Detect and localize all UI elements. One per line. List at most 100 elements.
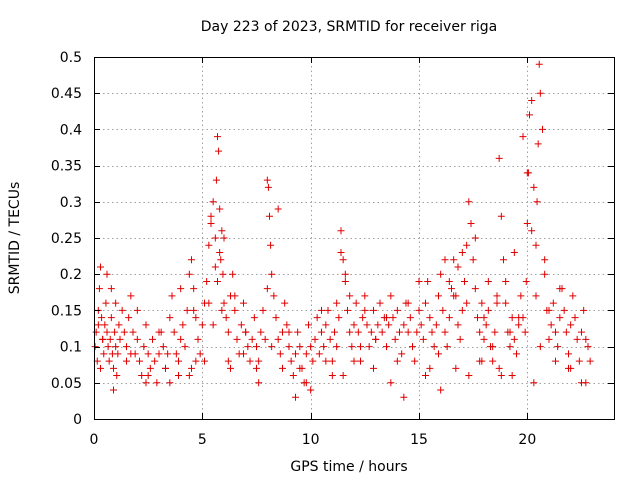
data-point (435, 292, 442, 300)
data-point (175, 357, 182, 365)
data-point (532, 292, 540, 300)
data-point (253, 364, 260, 372)
data-point (318, 328, 325, 336)
data-point (502, 277, 510, 285)
data-point (354, 328, 362, 336)
data-point (155, 350, 163, 358)
data-point (374, 321, 382, 329)
data-point (534, 140, 542, 148)
data-point (95, 285, 103, 293)
data-point (441, 328, 449, 336)
data-point (567, 321, 575, 329)
y-tick-label: 0.15 (51, 303, 82, 319)
data-point (391, 335, 399, 343)
data-point (445, 277, 453, 285)
data-points (91, 60, 594, 401)
data-point (97, 263, 104, 271)
data-point (385, 321, 393, 329)
y-tick-label: 0.1 (60, 340, 82, 356)
data-point (99, 335, 107, 343)
data-point (523, 169, 531, 177)
data-point (357, 357, 364, 365)
data-point (175, 372, 182, 380)
data-point (556, 314, 564, 322)
data-point (112, 343, 120, 351)
data-point (363, 321, 371, 329)
data-point (497, 212, 505, 220)
data-point (207, 212, 215, 220)
data-point (346, 328, 354, 336)
data-point (474, 314, 481, 322)
data-point (104, 343, 112, 351)
data-point (188, 364, 195, 372)
y-tick-label: 0.25 (51, 231, 82, 247)
data-point (476, 328, 484, 336)
data-point (266, 212, 273, 220)
data-point (426, 364, 434, 372)
data-point (443, 343, 451, 351)
data-point (185, 372, 193, 380)
data-point (315, 350, 323, 358)
data-point (222, 314, 230, 322)
data-point (400, 321, 408, 329)
data-point (387, 379, 395, 387)
data-point (370, 364, 377, 372)
data-point (522, 277, 530, 285)
data-point (283, 321, 291, 329)
data-point (190, 306, 198, 314)
plot-frame (94, 57, 615, 420)
data-point (536, 89, 544, 97)
data-point (279, 364, 286, 372)
data-point (439, 306, 447, 314)
data-point (140, 343, 148, 351)
data-point (211, 234, 219, 242)
data-point (437, 386, 445, 394)
data-point (372, 335, 380, 343)
data-point (510, 335, 518, 343)
data-point (352, 299, 360, 307)
data-point (337, 227, 345, 235)
data-point (541, 270, 549, 278)
data-point (370, 306, 377, 314)
data-point (565, 364, 572, 372)
data-point (528, 96, 536, 104)
data-point (112, 299, 120, 307)
data-point (103, 270, 111, 278)
data-point (227, 364, 234, 372)
data-point (465, 372, 473, 380)
data-point (406, 314, 414, 322)
data-point (535, 60, 543, 68)
data-point (448, 285, 455, 293)
data-point (346, 292, 354, 300)
data-point (144, 350, 152, 358)
data-point (302, 379, 310, 387)
data-point (250, 314, 258, 322)
data-point (149, 335, 156, 343)
data-point (573, 335, 581, 343)
data-point (268, 343, 276, 351)
data-point (580, 306, 588, 314)
data-point (575, 357, 583, 365)
data-point (218, 227, 226, 235)
data-point (255, 357, 263, 365)
data-point (350, 321, 358, 329)
x-tick-label: 15 (410, 432, 428, 448)
data-point (361, 292, 369, 300)
y-tick-label: 0.2 (60, 267, 82, 283)
data-point (198, 321, 206, 329)
data-point (181, 343, 189, 351)
data-point (305, 321, 312, 329)
data-point (133, 306, 141, 314)
data-point (417, 321, 425, 329)
data-point (242, 328, 250, 336)
data-point (422, 299, 429, 307)
data-point (218, 306, 226, 314)
data-point (107, 314, 115, 322)
data-point (510, 248, 518, 256)
data-point (120, 328, 128, 336)
data-point (123, 357, 130, 365)
data-point (458, 248, 466, 256)
data-point (328, 357, 336, 365)
data-point (458, 306, 466, 314)
data-point (339, 256, 347, 264)
